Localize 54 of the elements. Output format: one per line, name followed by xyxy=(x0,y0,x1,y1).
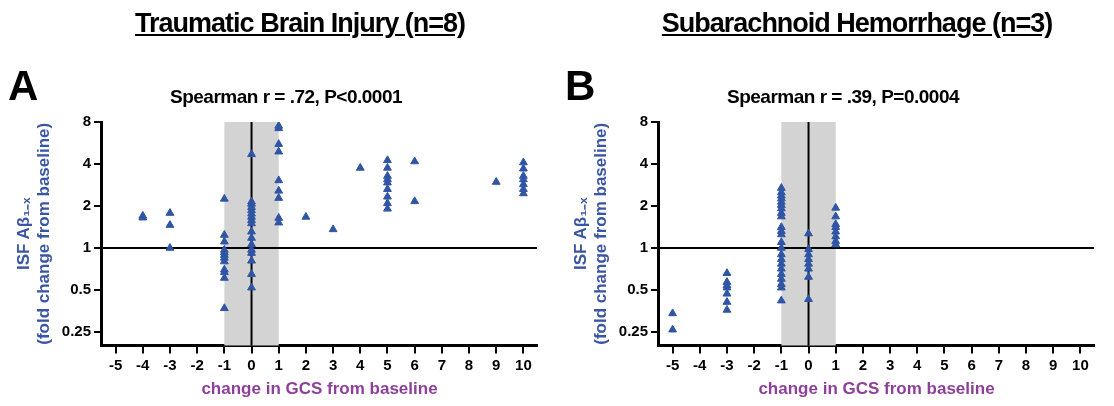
x-tick-label: 6 xyxy=(410,355,419,373)
x-tick-label: 5 xyxy=(383,355,392,373)
y-axis-title: ISF Aβ₁₋ₓ (fold change from baseline) xyxy=(570,122,611,345)
x-tick-label: -5 xyxy=(665,355,680,373)
x-tick-label: 10 xyxy=(515,355,532,373)
y-axis-title: ISF Aβ₁₋ₓ (fold change from baseline) xyxy=(13,122,54,345)
y-tick-label: 1 xyxy=(82,238,91,256)
x-tick-label: -3 xyxy=(163,355,177,373)
y-tick-label: 0.5 xyxy=(627,280,648,298)
x-tick-label: 0 xyxy=(247,355,256,373)
x-tick-label: -2 xyxy=(747,355,761,373)
x-axis-title: change in GCS from baseline xyxy=(201,379,438,399)
x-tick-label: -2 xyxy=(190,355,204,373)
x-tick-label: 1 xyxy=(831,355,840,373)
text: Spearman r = .39, P=0.0004 xyxy=(727,86,960,108)
text: A xyxy=(8,62,39,110)
x-tick-label: 8 xyxy=(464,355,474,373)
x-tick-label: 5 xyxy=(940,355,949,373)
x-tick-label: 4 xyxy=(356,355,366,373)
text: Spearman r = .72, P<0.0001 xyxy=(170,86,403,108)
x-tick-label: 7 xyxy=(437,355,447,373)
text: B xyxy=(565,62,596,110)
x-tick-label: 6 xyxy=(967,355,976,373)
x-tick-label: 3 xyxy=(328,355,338,373)
y-tick-label: 0.25 xyxy=(618,322,648,340)
x-tick-label: 2 xyxy=(301,355,311,373)
x-tick-label: -3 xyxy=(720,355,734,373)
x-tick-label: 3 xyxy=(885,355,895,373)
x-tick-label: 8 xyxy=(1021,355,1031,373)
x-tick-label: -5 xyxy=(108,355,123,373)
x-axis-title: change in GCS from baseline xyxy=(758,379,995,399)
y-tick-label: 8 xyxy=(82,112,91,130)
y-tick-label: 8 xyxy=(639,112,648,130)
x-tick-label: 7 xyxy=(994,355,1004,373)
x-tick-label: 0 xyxy=(804,355,813,373)
x-tick-label: 9 xyxy=(492,355,501,373)
y-tick-label: 0.25 xyxy=(61,322,91,340)
chart-title: Subarachnoid Hemorrhage (n=3) xyxy=(660,8,1054,39)
y-tick-label: 2 xyxy=(82,196,91,214)
x-tick-label: 4 xyxy=(913,355,923,373)
y-tick-label: 0.5 xyxy=(70,280,91,298)
x-tick-label: -1 xyxy=(774,355,789,373)
x-tick-label: -4 xyxy=(136,355,151,373)
chart-title: Traumatic Brain Injury (n=8) xyxy=(134,8,466,39)
y-tick-label: 1 xyxy=(639,238,648,256)
x-tick-label: -4 xyxy=(693,355,708,373)
x-tick-label: 10 xyxy=(1072,355,1089,373)
x-tick-label: 9 xyxy=(1049,355,1058,373)
y-tick-label: 2 xyxy=(639,196,648,214)
x-tick-label: -1 xyxy=(217,355,232,373)
y-tick-label: 4 xyxy=(82,154,92,172)
y-tick-label: 4 xyxy=(639,154,649,172)
x-tick-label: 1 xyxy=(274,355,283,373)
x-tick-label: 2 xyxy=(858,355,868,373)
